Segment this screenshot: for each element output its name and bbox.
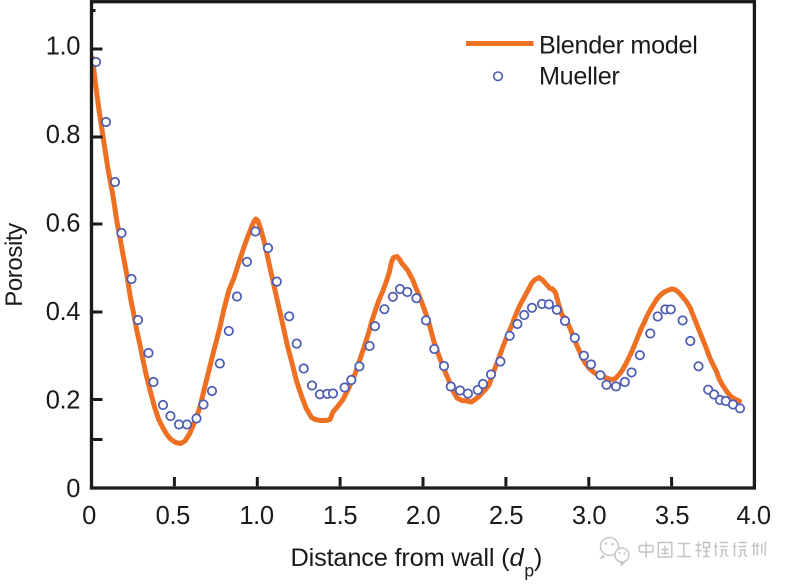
- svg-text:4.0: 4.0: [736, 502, 770, 530]
- svg-text:0: 0: [66, 475, 80, 503]
- svg-text:2.0: 2.0: [406, 502, 440, 530]
- svg-text:0.6: 0.6: [46, 209, 80, 237]
- svg-text:0.8: 0.8: [46, 121, 80, 149]
- svg-text:1.0: 1.0: [239, 502, 273, 530]
- svg-text:1.0: 1.0: [46, 32, 80, 60]
- svg-text:Mueller: Mueller: [539, 62, 620, 90]
- svg-text:Blender model: Blender model: [539, 32, 698, 60]
- svg-text:0.2: 0.2: [46, 386, 80, 414]
- svg-text:3.5: 3.5: [655, 502, 689, 530]
- svg-text:0.5: 0.5: [156, 502, 190, 530]
- svg-text:1.5: 1.5: [323, 502, 357, 530]
- svg-text:0.4: 0.4: [46, 298, 80, 326]
- svg-text:Porosity: Porosity: [1, 223, 28, 307]
- svg-text:0: 0: [82, 502, 96, 530]
- svg-text:3.0: 3.0: [572, 502, 606, 530]
- svg-text:2.5: 2.5: [489, 502, 523, 530]
